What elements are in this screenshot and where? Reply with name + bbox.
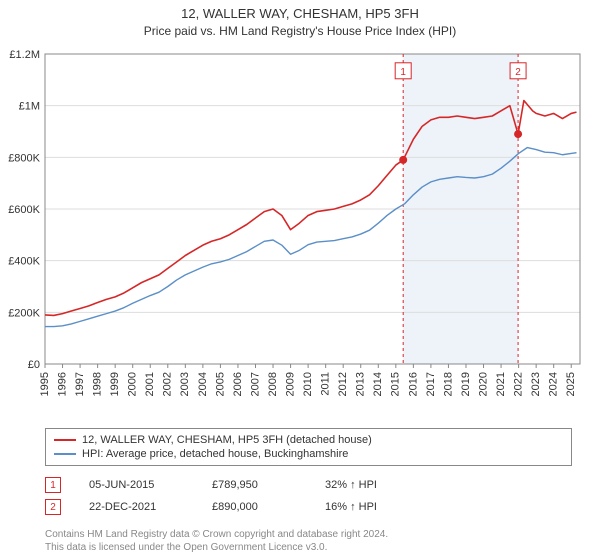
svg-text:2024: 2024 [548,372,560,396]
legend-label: HPI: Average price, detached house, Buck… [82,448,348,460]
svg-text:2010: 2010 [302,372,314,396]
annotation-pct: 16% ↑ HPI [325,501,420,513]
annotation-date: 22-DEC-2021 [89,501,184,513]
svg-text:2001: 2001 [144,372,156,396]
legend-swatch [54,453,76,455]
annotation-table: 1 05-JUN-2015 £789,950 32% ↑ HPI 2 22-DEC-202… [45,474,572,518]
svg-text:2025: 2025 [565,372,577,396]
svg-text:2000: 2000 [127,372,139,396]
chart-svg: £0 £200K £400K £600K £800K £1M £1.2M 1995 1996 19… [0,44,600,422]
svg-text:2017: 2017 [425,372,437,396]
svg-text:2022: 2022 [513,372,525,396]
footer-line-1: Contains HM Land Registry data © Crown c… [45,528,572,541]
annotation-price: £890,000 [212,501,297,513]
annotation-pct: 32% ↑ HPI [325,479,420,491]
svg-text:1998: 1998 [92,372,104,396]
svg-text:2004: 2004 [197,372,209,396]
svg-text:2003: 2003 [179,372,191,396]
annotation-row: 2 22-DEC-2021 £890,000 16% ↑ HPI [45,496,572,518]
svg-text:2015: 2015 [390,372,402,396]
svg-text:2006: 2006 [232,372,244,396]
svg-text:1997: 1997 [74,372,86,396]
svg-text:1995: 1995 [39,372,51,396]
svg-text:£600K: £600K [8,204,40,216]
svg-text:2005: 2005 [214,372,226,396]
svg-text:£200K: £200K [8,307,40,319]
annotation-date: 05-JUN-2015 [89,479,184,491]
price-chart: £0 £200K £400K £600K £800K £1M £1.2M 1995 1996 19… [0,44,600,422]
svg-text:£400K: £400K [8,256,40,268]
svg-text:2018: 2018 [442,372,454,396]
svg-text:£1.2M: £1.2M [9,49,40,61]
svg-text:2014: 2014 [372,372,384,396]
legend-item: 12, WALLER WAY, CHESHAM, HP5 3FH (detach… [54,433,563,447]
svg-text:2008: 2008 [267,372,279,396]
page-subtitle: Price paid vs. HM Land Registry's House … [0,21,600,44]
svg-text:2021: 2021 [495,372,507,396]
svg-text:1996: 1996 [56,372,68,396]
svg-text:2011: 2011 [320,372,332,396]
svg-text:£1M: £1M [19,101,40,113]
annotation-badge: 1 [45,477,61,493]
svg-text:£800K: £800K [8,152,40,164]
legend-swatch [54,439,76,441]
svg-text:2019: 2019 [460,372,472,396]
svg-text:1999: 1999 [109,372,121,396]
svg-text:2023: 2023 [530,372,542,396]
svg-text:2016: 2016 [407,372,419,396]
svg-text:1: 1 [400,67,406,78]
svg-text:2: 2 [515,67,521,78]
svg-text:2002: 2002 [162,372,174,396]
svg-text:£0: £0 [28,359,40,371]
svg-text:2020: 2020 [477,372,489,396]
annotation-price: £789,950 [212,479,297,491]
footer-line-2: This data is licensed under the Open Gov… [45,541,572,554]
svg-text:2009: 2009 [284,372,296,396]
legend-item: HPI: Average price, detached house, Buck… [54,447,563,461]
legend-label: 12, WALLER WAY, CHESHAM, HP5 3FH (detach… [82,434,372,446]
legend: 12, WALLER WAY, CHESHAM, HP5 3FH (detach… [45,428,572,466]
svg-text:2013: 2013 [355,372,367,396]
footer: Contains HM Land Registry data © Crown c… [45,528,572,554]
svg-text:2012: 2012 [337,372,349,396]
annotation-row: 1 05-JUN-2015 £789,950 32% ↑ HPI [45,474,572,496]
svg-text:2007: 2007 [249,372,261,396]
annotation-badge: 2 [45,499,61,515]
page-title: 12, WALLER WAY, CHESHAM, HP5 3FH [0,0,600,21]
